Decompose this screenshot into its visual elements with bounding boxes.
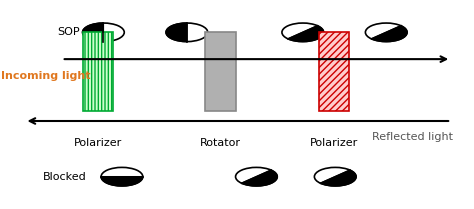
- Text: Blocked: Blocked: [43, 172, 87, 182]
- Polygon shape: [101, 177, 143, 186]
- FancyBboxPatch shape: [82, 32, 113, 111]
- Text: SOP: SOP: [57, 27, 80, 37]
- Polygon shape: [166, 23, 187, 42]
- Polygon shape: [320, 170, 356, 186]
- Text: Rotator: Rotator: [200, 138, 241, 148]
- FancyBboxPatch shape: [319, 32, 349, 111]
- Text: Polarizer: Polarizer: [310, 138, 358, 148]
- FancyBboxPatch shape: [205, 32, 236, 111]
- Polygon shape: [288, 26, 324, 42]
- Text: Reflected light: Reflected light: [373, 133, 453, 143]
- Text: Polarizer: Polarizer: [73, 138, 122, 148]
- Text: Incoming light: Incoming light: [1, 71, 91, 81]
- Polygon shape: [372, 26, 407, 42]
- Polygon shape: [82, 23, 103, 42]
- Polygon shape: [242, 170, 277, 186]
